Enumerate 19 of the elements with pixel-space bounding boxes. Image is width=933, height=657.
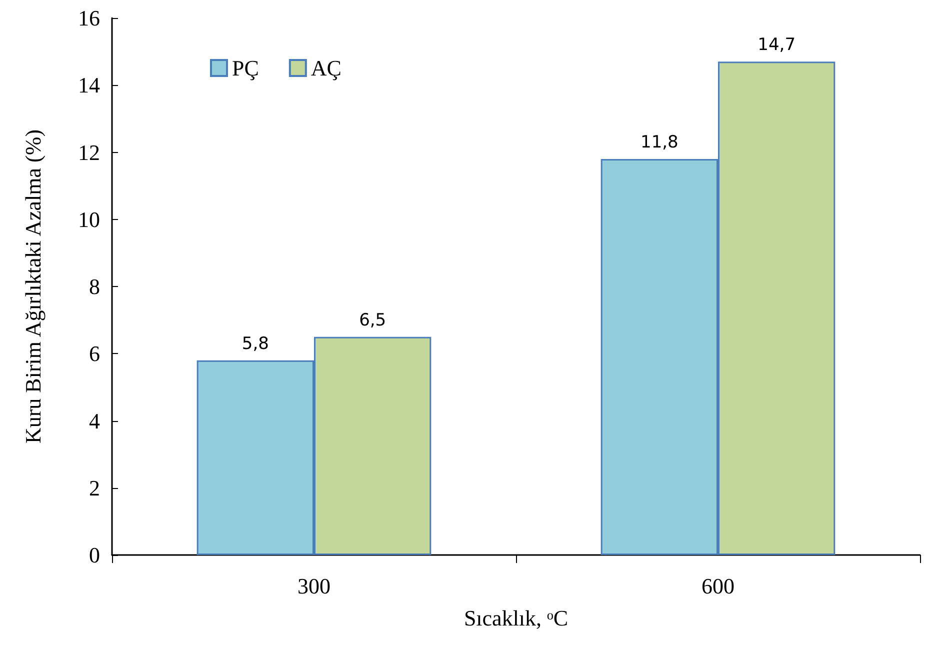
y-axis-title: Kuru Birim Ağırlıktaki Azalma (%) bbox=[20, 129, 46, 444]
data-label: 5,8 bbox=[242, 334, 269, 354]
y-tick-label: 0 bbox=[89, 542, 100, 568]
y-tick-label: 12 bbox=[78, 140, 100, 165]
y-tick-label: 2 bbox=[89, 475, 100, 500]
y-tick-label: 14 bbox=[78, 72, 100, 98]
y-tick-label: 8 bbox=[89, 274, 100, 299]
y-tick-label: 4 bbox=[89, 408, 100, 434]
legend-label: AÇ bbox=[310, 56, 342, 80]
x-tick-label: 600 bbox=[702, 574, 734, 598]
data-label: 6,5 bbox=[359, 310, 386, 330]
x-tick-label: 300 bbox=[298, 574, 330, 598]
y-tick-label: 10 bbox=[78, 206, 100, 232]
x-axis-title: Sıcaklık, ᵒC bbox=[464, 606, 568, 630]
y-tick-label: 6 bbox=[89, 341, 100, 366]
y-tick-label: 16 bbox=[78, 6, 100, 30]
data-label: 14,7 bbox=[758, 35, 796, 56]
data-label: 11,8 bbox=[640, 132, 678, 152]
legend-label: PÇ bbox=[232, 56, 259, 80]
